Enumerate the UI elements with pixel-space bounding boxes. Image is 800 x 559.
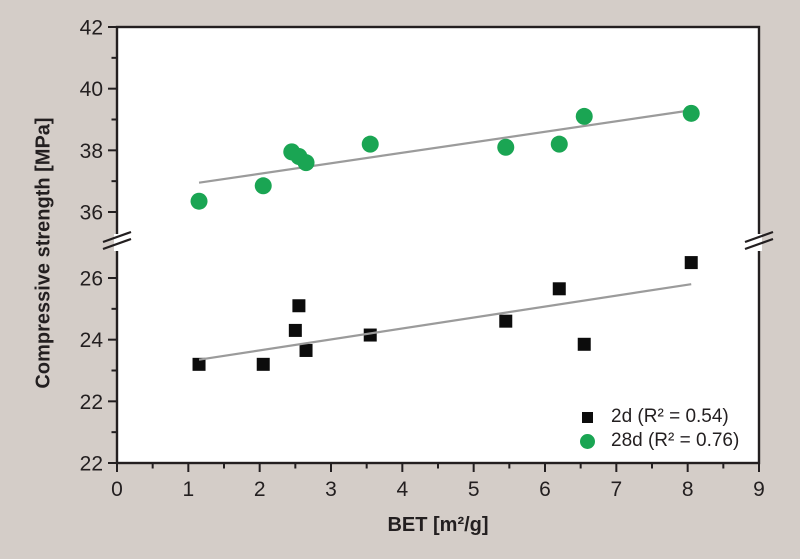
legend-label-28d: 28d (R² = 0.76)	[611, 430, 740, 451]
axis-break-slash	[744, 230, 774, 244]
x-tick-label: 4	[396, 478, 408, 501]
x-tick-label: 5	[468, 478, 480, 501]
axis-break-slash	[102, 230, 132, 244]
square-marker-icon	[581, 411, 593, 423]
y-tick-label: 24	[80, 329, 104, 352]
axis-break-gap	[114, 234, 120, 251]
legend-item-2d: 2d (R² = 0.54)	[574, 405, 739, 429]
data-point-28d	[297, 154, 315, 172]
data-point-2d	[552, 282, 566, 296]
data-point-28d	[361, 135, 379, 153]
data-point-2d	[363, 328, 377, 342]
data-point-28d	[682, 104, 700, 122]
y-tick-label: 38	[80, 140, 103, 163]
y-axis-title: Compressive strength [MPa]	[32, 117, 55, 389]
x-tick-label: 9	[753, 478, 765, 501]
legend-marker-col	[574, 433, 600, 449]
data-point-2d	[684, 256, 698, 270]
legend-item-28d: 28d (R² = 0.76)	[574, 429, 739, 453]
circle-marker-icon	[579, 433, 595, 449]
y-tick-label: 22	[80, 391, 103, 414]
plot-frame	[115, 25, 761, 465]
data-point-2d	[256, 357, 270, 371]
data-point-2d	[292, 299, 306, 313]
data-point-28d	[254, 177, 272, 195]
legend-label-2d: 2d (R² = 0.54)	[611, 406, 729, 427]
y-tick-label: 42	[80, 17, 103, 40]
y-tick-label: 22	[80, 452, 103, 475]
x-tick-label: 0	[111, 478, 123, 501]
legend-marker-col	[574, 411, 600, 423]
data-point-28d	[575, 107, 593, 125]
x-tick-label: 7	[610, 478, 622, 501]
data-point-28d	[550, 135, 568, 153]
y-tick-label: 40	[80, 78, 103, 101]
x-axis-title: BET [m²/g]	[387, 514, 489, 536]
x-tick-label: 3	[325, 478, 337, 501]
data-point-2d	[577, 337, 591, 351]
x-tick-label: 8	[682, 478, 694, 501]
x-tick-label: 6	[539, 478, 551, 501]
data-point-2d	[288, 323, 302, 337]
y-tick-label: 36	[80, 201, 103, 224]
trendline-28d	[198, 109, 692, 184]
data-point-2d	[299, 343, 313, 357]
x-tick-label: 1	[182, 478, 194, 501]
axis-break-slash	[102, 237, 132, 251]
y-tick-label: 26	[80, 268, 103, 291]
data-point-2d	[499, 314, 513, 328]
axis-break-slash	[744, 237, 774, 251]
data-point-28d	[497, 138, 515, 156]
data-point-2d	[192, 357, 206, 371]
data-point-28d	[190, 192, 208, 210]
trendline-2d	[198, 283, 692, 361]
x-tick-label: 2	[254, 478, 266, 501]
chart-legend: 2d (R² = 0.54) 28d (R² = 0.76)	[574, 405, 739, 453]
axis-break-gap	[756, 234, 762, 251]
